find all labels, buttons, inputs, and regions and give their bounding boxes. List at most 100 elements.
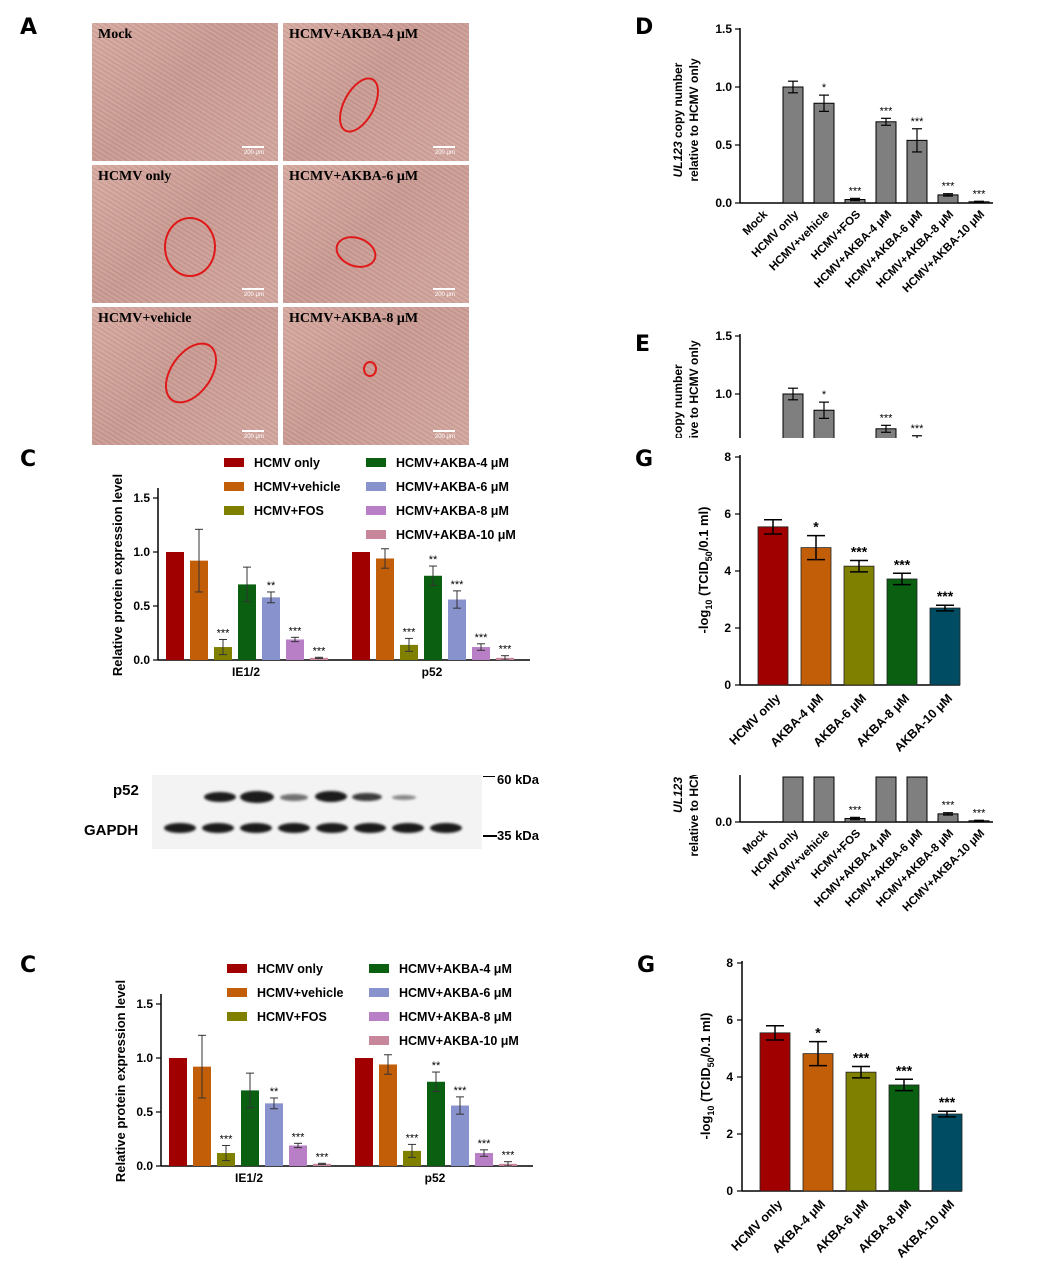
bar [193,1066,211,1166]
micrograph-akba-8: HCMV+AKBA-8 μM 200 μm [283,307,469,445]
bar [424,575,442,660]
y-tick-label: 6 [726,1013,733,1027]
significance-mark: *** [942,181,956,193]
marker-tick-35 [483,835,497,837]
y-tick-label: 4 [726,1070,733,1084]
plaque-circle [363,361,377,377]
y-axis-label-line2-partial: relative to HCMV only [687,340,701,438]
scale-bar-label: 200 μm [243,292,264,298]
bar [355,1058,373,1166]
y-tick-label: 1.5 [133,491,150,505]
y-axis-label-part: /0.1 ml) [698,1013,713,1058]
y-tick-label: 0.0 [715,196,732,210]
x-tick-label: Mock [741,827,771,857]
micrograph-mock: Mock 200 μm [92,23,278,161]
bar [241,1090,259,1166]
bar [169,1058,187,1166]
y-axis-label-partial: UL123 [671,777,685,813]
y-tick-label: 1.0 [133,545,150,559]
significance-mark: *** [454,1085,468,1097]
legend-swatch [369,1036,389,1045]
micrograph-label: HCMV+AKBA-8 μM [289,311,419,326]
bar [451,1105,469,1166]
bar [376,558,394,660]
x-group-label: p52 [422,665,443,679]
western-blot-image [152,775,482,849]
y-tick-label: 0 [726,1184,733,1198]
chart-c-protein-expression: 0.0 0.5 1.0 1.5 Relative protein expression … [110,456,530,679]
significance-mark: *** [937,588,954,604]
significance-mark: *** [880,412,894,424]
significance-mark: *** [942,800,956,812]
significance-mark: *** [939,1094,956,1110]
bar [888,1084,920,1192]
panel-label-e: E [635,332,651,357]
gapdh-band [316,823,348,833]
y-tick-label: 1.5 [715,329,732,343]
significance-mark: *** [502,1150,516,1162]
bar [379,1064,397,1166]
y-axis-label-part: 10 [706,1106,716,1116]
legend-swatch [366,458,386,467]
y-axis-label-part: (TCID [696,561,711,599]
bar [875,121,897,204]
bar [262,597,280,660]
significance-mark: *** [406,1132,420,1144]
x-group-label: IE1/2 [235,1171,263,1185]
legend-label: HCMV+AKBA-6 μM [399,986,512,1000]
micrograph-label: HCMV only [98,169,172,184]
bar [403,1150,421,1166]
micrograph-akba-4: HCMV+AKBA-4 μM 200 μm [283,23,469,161]
micrograph-label: Mock [98,27,133,42]
p52-band [280,794,308,801]
legend-swatch [224,482,244,491]
gapdh-band [392,823,424,833]
y-axis-label-text: copy number [671,62,685,141]
p52-band [240,791,274,803]
blot-label-p52: p52 [113,782,139,799]
significance-mark: *** [292,1131,306,1143]
bar [929,607,961,686]
significance-mark: * [822,389,827,401]
significance-mark: ** [267,580,276,592]
significance-mark: *** [911,423,925,435]
p52-band [315,791,347,802]
x-tick-label: Mock [741,208,771,238]
y-tick-label: 8 [726,956,733,970]
chart-e-partial: 1.01.5****************copy numberrelativ… [671,329,925,438]
micrograph-hcmv-only: HCMV only 200 μm [92,165,278,303]
bar [845,1071,877,1192]
y-axis-label-part: 50 [706,1057,716,1067]
legend-swatch [366,506,386,515]
bar [782,393,804,438]
bar [289,1145,307,1166]
significance-mark: *** [973,188,987,200]
legend-label: HCMV+vehicle [257,986,344,1000]
significance-mark: *** [894,556,911,572]
bar [813,776,835,823]
micrograph-vehicle: HCMV+vehicle 200 μm [92,307,278,445]
gapdh-band [278,823,310,833]
bar [800,547,832,686]
legend-swatch [224,458,244,467]
significance-mark: ** [270,1086,279,1098]
legend-label: HCMV only [254,456,320,470]
significance-mark: *** [973,807,987,819]
y-axis-label-part: 10 [704,600,714,610]
significance-mark: *** [880,105,894,117]
significance-mark: *** [475,632,489,644]
bar [190,560,208,660]
bar [843,565,875,686]
y-tick-label: 0.5 [715,138,732,152]
legend-swatch [366,530,386,539]
legend-swatch [227,964,247,973]
legend-label: HCMV+AKBA-10 μM [399,1034,519,1048]
legend-label: HCMV+AKBA-6 μM [396,480,509,494]
scale-bar-label: 200 μm [243,150,264,156]
y-axis-label-part: -log [698,1116,713,1140]
bar [782,776,804,823]
bar [931,1113,963,1192]
